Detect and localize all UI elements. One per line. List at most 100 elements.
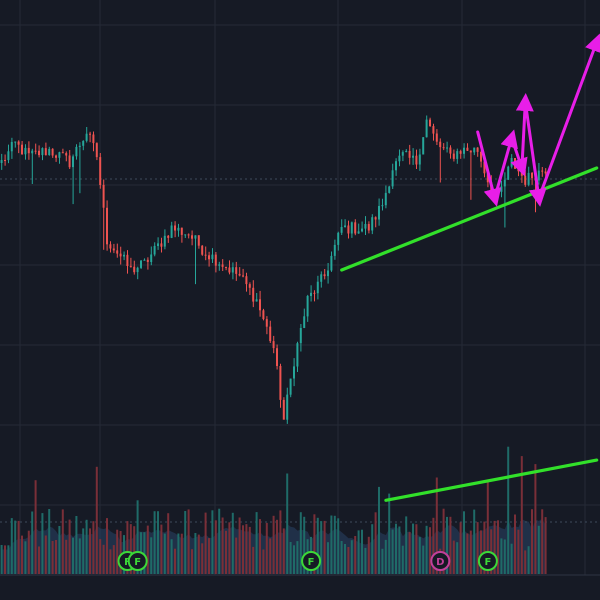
volume-bar [316,517,319,574]
zigzag-segment[interactable] [510,136,528,177]
zigzag-segment[interactable] [493,129,518,200]
volume-bar [55,540,57,574]
event-marker-label: D [436,557,444,568]
volume-bar [269,538,272,574]
dividend-marker[interactable]: D [430,551,451,571]
candle-body [129,265,132,267]
volume-bar [486,480,489,574]
zigzag-segment[interactable] [537,33,600,200]
volume-bar [289,542,292,574]
candle-body [310,292,312,296]
volume-bar [354,536,357,574]
candle-body [85,133,88,141]
candle-body [459,151,462,154]
volume-bar [248,526,251,574]
zigzag-pattern-drawing[interactable] [476,33,600,207]
volume-bar [129,524,132,574]
candle-body [252,287,255,302]
candle-body [344,225,346,228]
volume-bar [31,511,34,574]
candle-body [286,394,289,420]
candle-body [507,166,510,180]
candle-body [401,152,404,156]
candle-body [44,148,47,155]
candle-body [174,225,176,231]
candle-body [255,299,258,302]
zigzag-segment[interactable] [476,130,502,207]
volume-bar [371,524,374,574]
candle-body [415,155,418,165]
candle-body [99,157,102,185]
candle-body [313,292,316,294]
candle-body [89,133,91,135]
candle-body [293,366,295,379]
volume-bar [174,548,176,574]
candle-body [17,141,20,145]
candle-body [235,267,238,274]
event-marker-circle [477,551,498,571]
volume-bar [514,514,516,574]
candle-body [486,173,489,183]
event-marker-circle [430,551,451,571]
volume-bar [197,534,200,574]
volume-bar [299,512,302,574]
candle-body [21,144,23,155]
candle-body [432,126,435,134]
candle-body [38,150,40,156]
candle-body [340,227,343,233]
candle-body [78,145,81,147]
volume-bar [265,522,268,574]
volume-bar [279,510,282,574]
volume-bar [456,542,459,574]
volume-bar [235,537,238,574]
volume-bar [507,446,510,574]
candle-body [418,154,421,165]
candle-body [133,266,136,273]
candle-body [282,399,285,420]
candle-body [61,152,64,154]
volume-bar [150,537,153,574]
volume-bar [449,516,452,574]
candle-body [31,150,34,154]
volume-bar [119,531,122,574]
volume-bar [313,514,316,574]
candle-body [374,217,377,220]
volume-bar [191,549,193,574]
event-marker-circle [301,551,322,571]
candle-body [102,184,105,208]
candle-body [160,243,163,247]
volume-bar [75,516,78,574]
candle-body [116,250,119,254]
candle-body [381,205,384,207]
volume-bar [27,530,30,574]
financials-marker[interactable]: F [477,551,498,571]
candle-body [483,161,486,174]
candle-body [463,147,465,154]
candle-body [184,234,187,236]
volume-bar [17,520,20,574]
volume-bar [527,546,530,574]
candle-body [456,151,459,159]
financials-marker[interactable]: F [127,551,148,571]
trendlines[interactable] [340,166,599,502]
candle-body [180,227,183,235]
candle-body [452,153,455,159]
volume-bar [221,517,224,574]
volume-bar [282,528,285,574]
candle-body [65,153,68,156]
candle-body [225,266,227,268]
zigzag-segment[interactable] [515,93,534,170]
volume-bar [293,545,295,574]
volume-bar [388,493,391,574]
volume-bar [58,526,61,574]
financials-marker[interactable]: F [301,551,322,571]
candle-body [272,341,275,349]
price-trendline[interactable] [340,166,599,272]
zigzag-segment[interactable] [523,100,547,207]
candle-body [476,147,479,152]
volume-trendline[interactable] [384,458,599,502]
volume-bar [337,518,340,574]
volume-bar [537,525,540,574]
